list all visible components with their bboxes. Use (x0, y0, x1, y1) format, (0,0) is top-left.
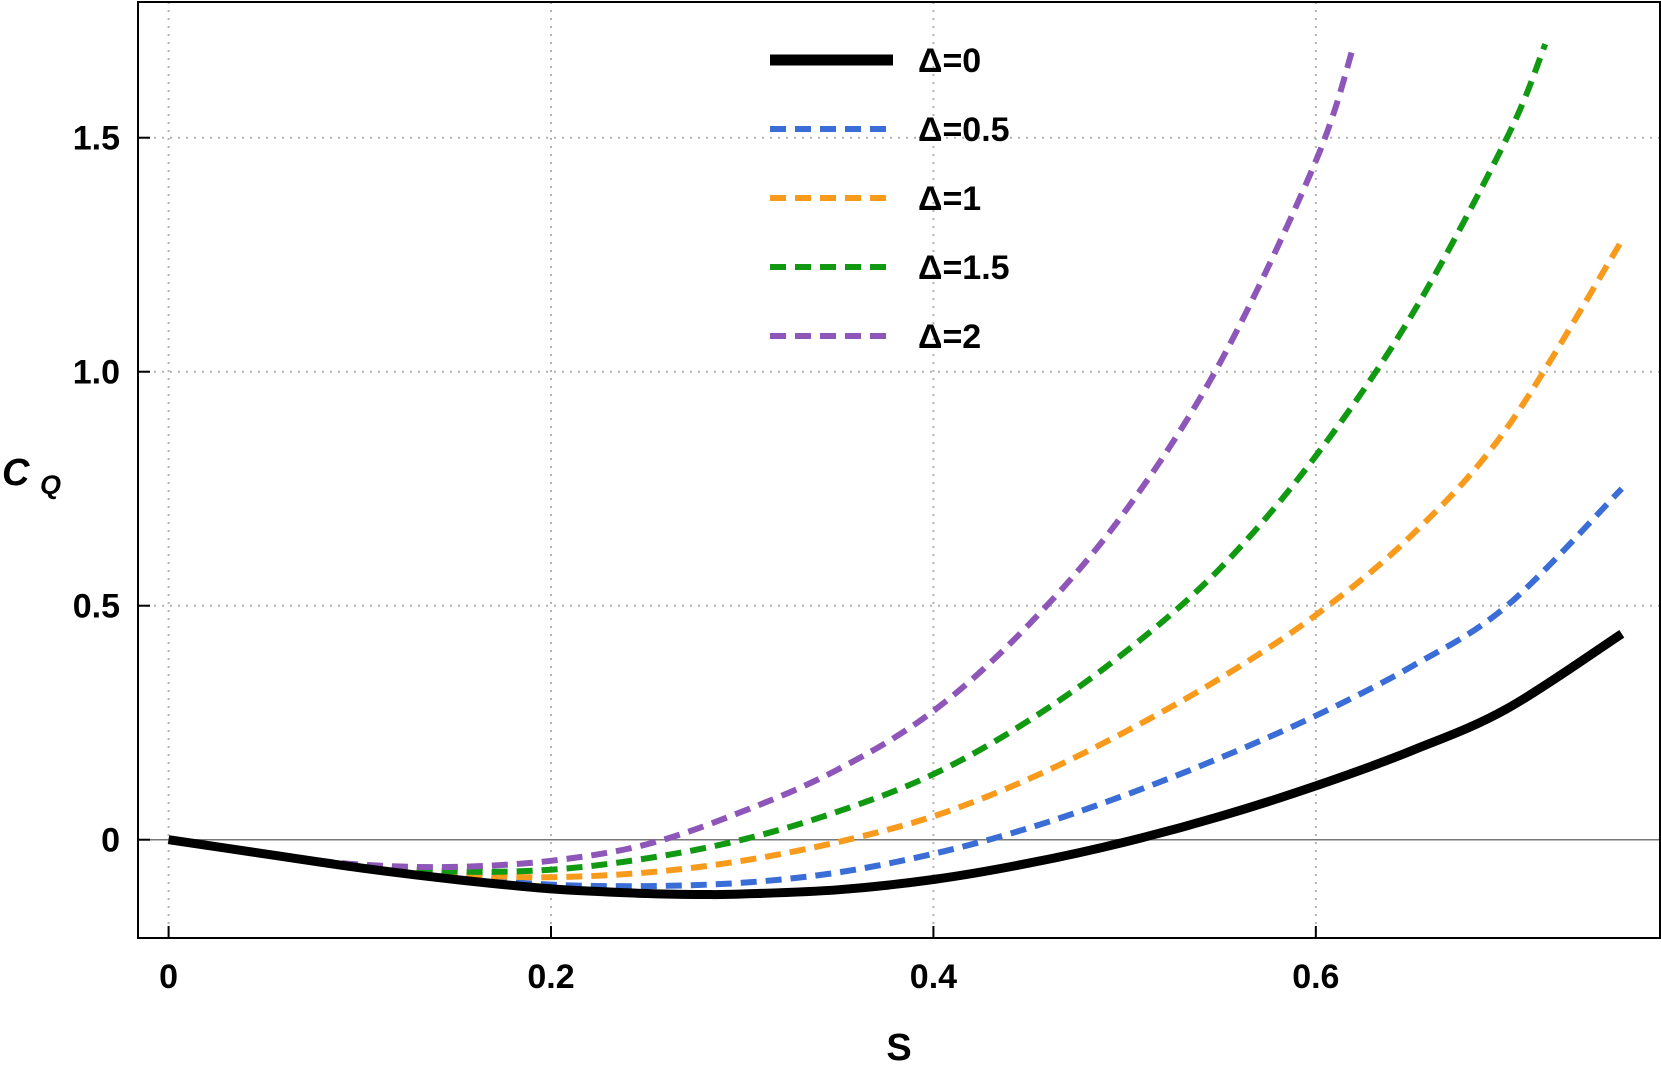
series-layer (167, 42, 1625, 900)
series-line-3 (168, 42, 1549, 875)
legend-label-0: Δ=0 (918, 42, 981, 80)
x-axis-label: S (886, 1027, 911, 1069)
y-tick-label-2: 1.0 (73, 354, 120, 392)
series-line-2 (168, 239, 1625, 881)
y-axis-label-main: C (2, 452, 30, 494)
y-tick-label-1: 0.5 (73, 588, 120, 626)
y-axis-label-subscript: Q (40, 470, 61, 500)
ticks-layer: 0 0.2 0.4 0.6 0 0.5 1.0 1.5 (73, 120, 1340, 996)
y-axis-label: C Q (2, 452, 61, 500)
x-tick-label-1: 0.2 (527, 958, 574, 996)
series-line-4 (168, 43, 1357, 871)
plot-frame (137, 1, 1661, 939)
x-tick-label-2: 0.4 (910, 958, 957, 996)
x-tick-label-0: 0 (159, 958, 178, 996)
legend-label-4: Δ=2 (918, 318, 981, 356)
legend: Δ=0 Δ=0.5 Δ=1 Δ=1.5 Δ=2 (770, 42, 1010, 356)
grid-layer (138, 2, 1660, 938)
legend-label-3: Δ=1.5 (918, 249, 1010, 287)
series-line-0 (167, 630, 1625, 900)
x-tick-label-3: 0.6 (1292, 958, 1339, 996)
y-tick-label-3: 1.5 (73, 120, 120, 158)
legend-label-1: Δ=0.5 (918, 111, 1010, 149)
legend-label-2: Δ=1 (918, 180, 981, 218)
y-tick-label-0: 0 (101, 822, 120, 860)
